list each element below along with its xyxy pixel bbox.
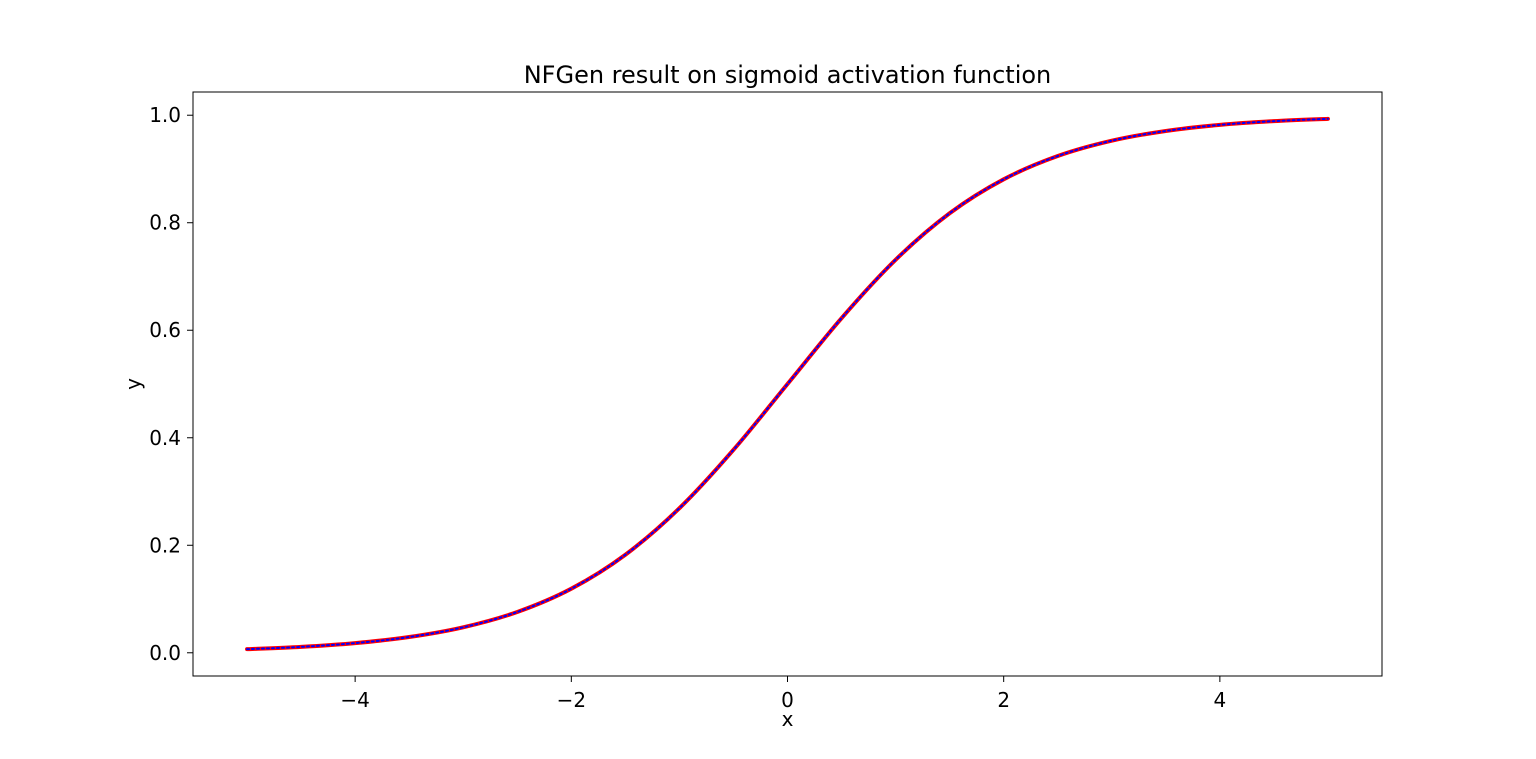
x-tick-label: −2 xyxy=(557,688,586,712)
x-tick-label: 4 xyxy=(1213,688,1226,712)
y-axis-label: y xyxy=(121,378,145,390)
x-tick-label: 2 xyxy=(997,688,1010,712)
y-tick-label: 0.8 xyxy=(149,211,181,235)
x-tick-label: −4 xyxy=(340,688,369,712)
chart-title: NFGen result on sigmoid activation funct… xyxy=(524,61,1052,89)
y-tick-label: 0.4 xyxy=(149,426,181,450)
y-tick-label: 0.6 xyxy=(149,318,181,342)
y-tick-label: 0.0 xyxy=(149,641,181,665)
y-tick-label: 1.0 xyxy=(149,103,181,127)
x-axis-label: x xyxy=(782,707,794,731)
y-tick-label: 0.2 xyxy=(149,533,181,557)
